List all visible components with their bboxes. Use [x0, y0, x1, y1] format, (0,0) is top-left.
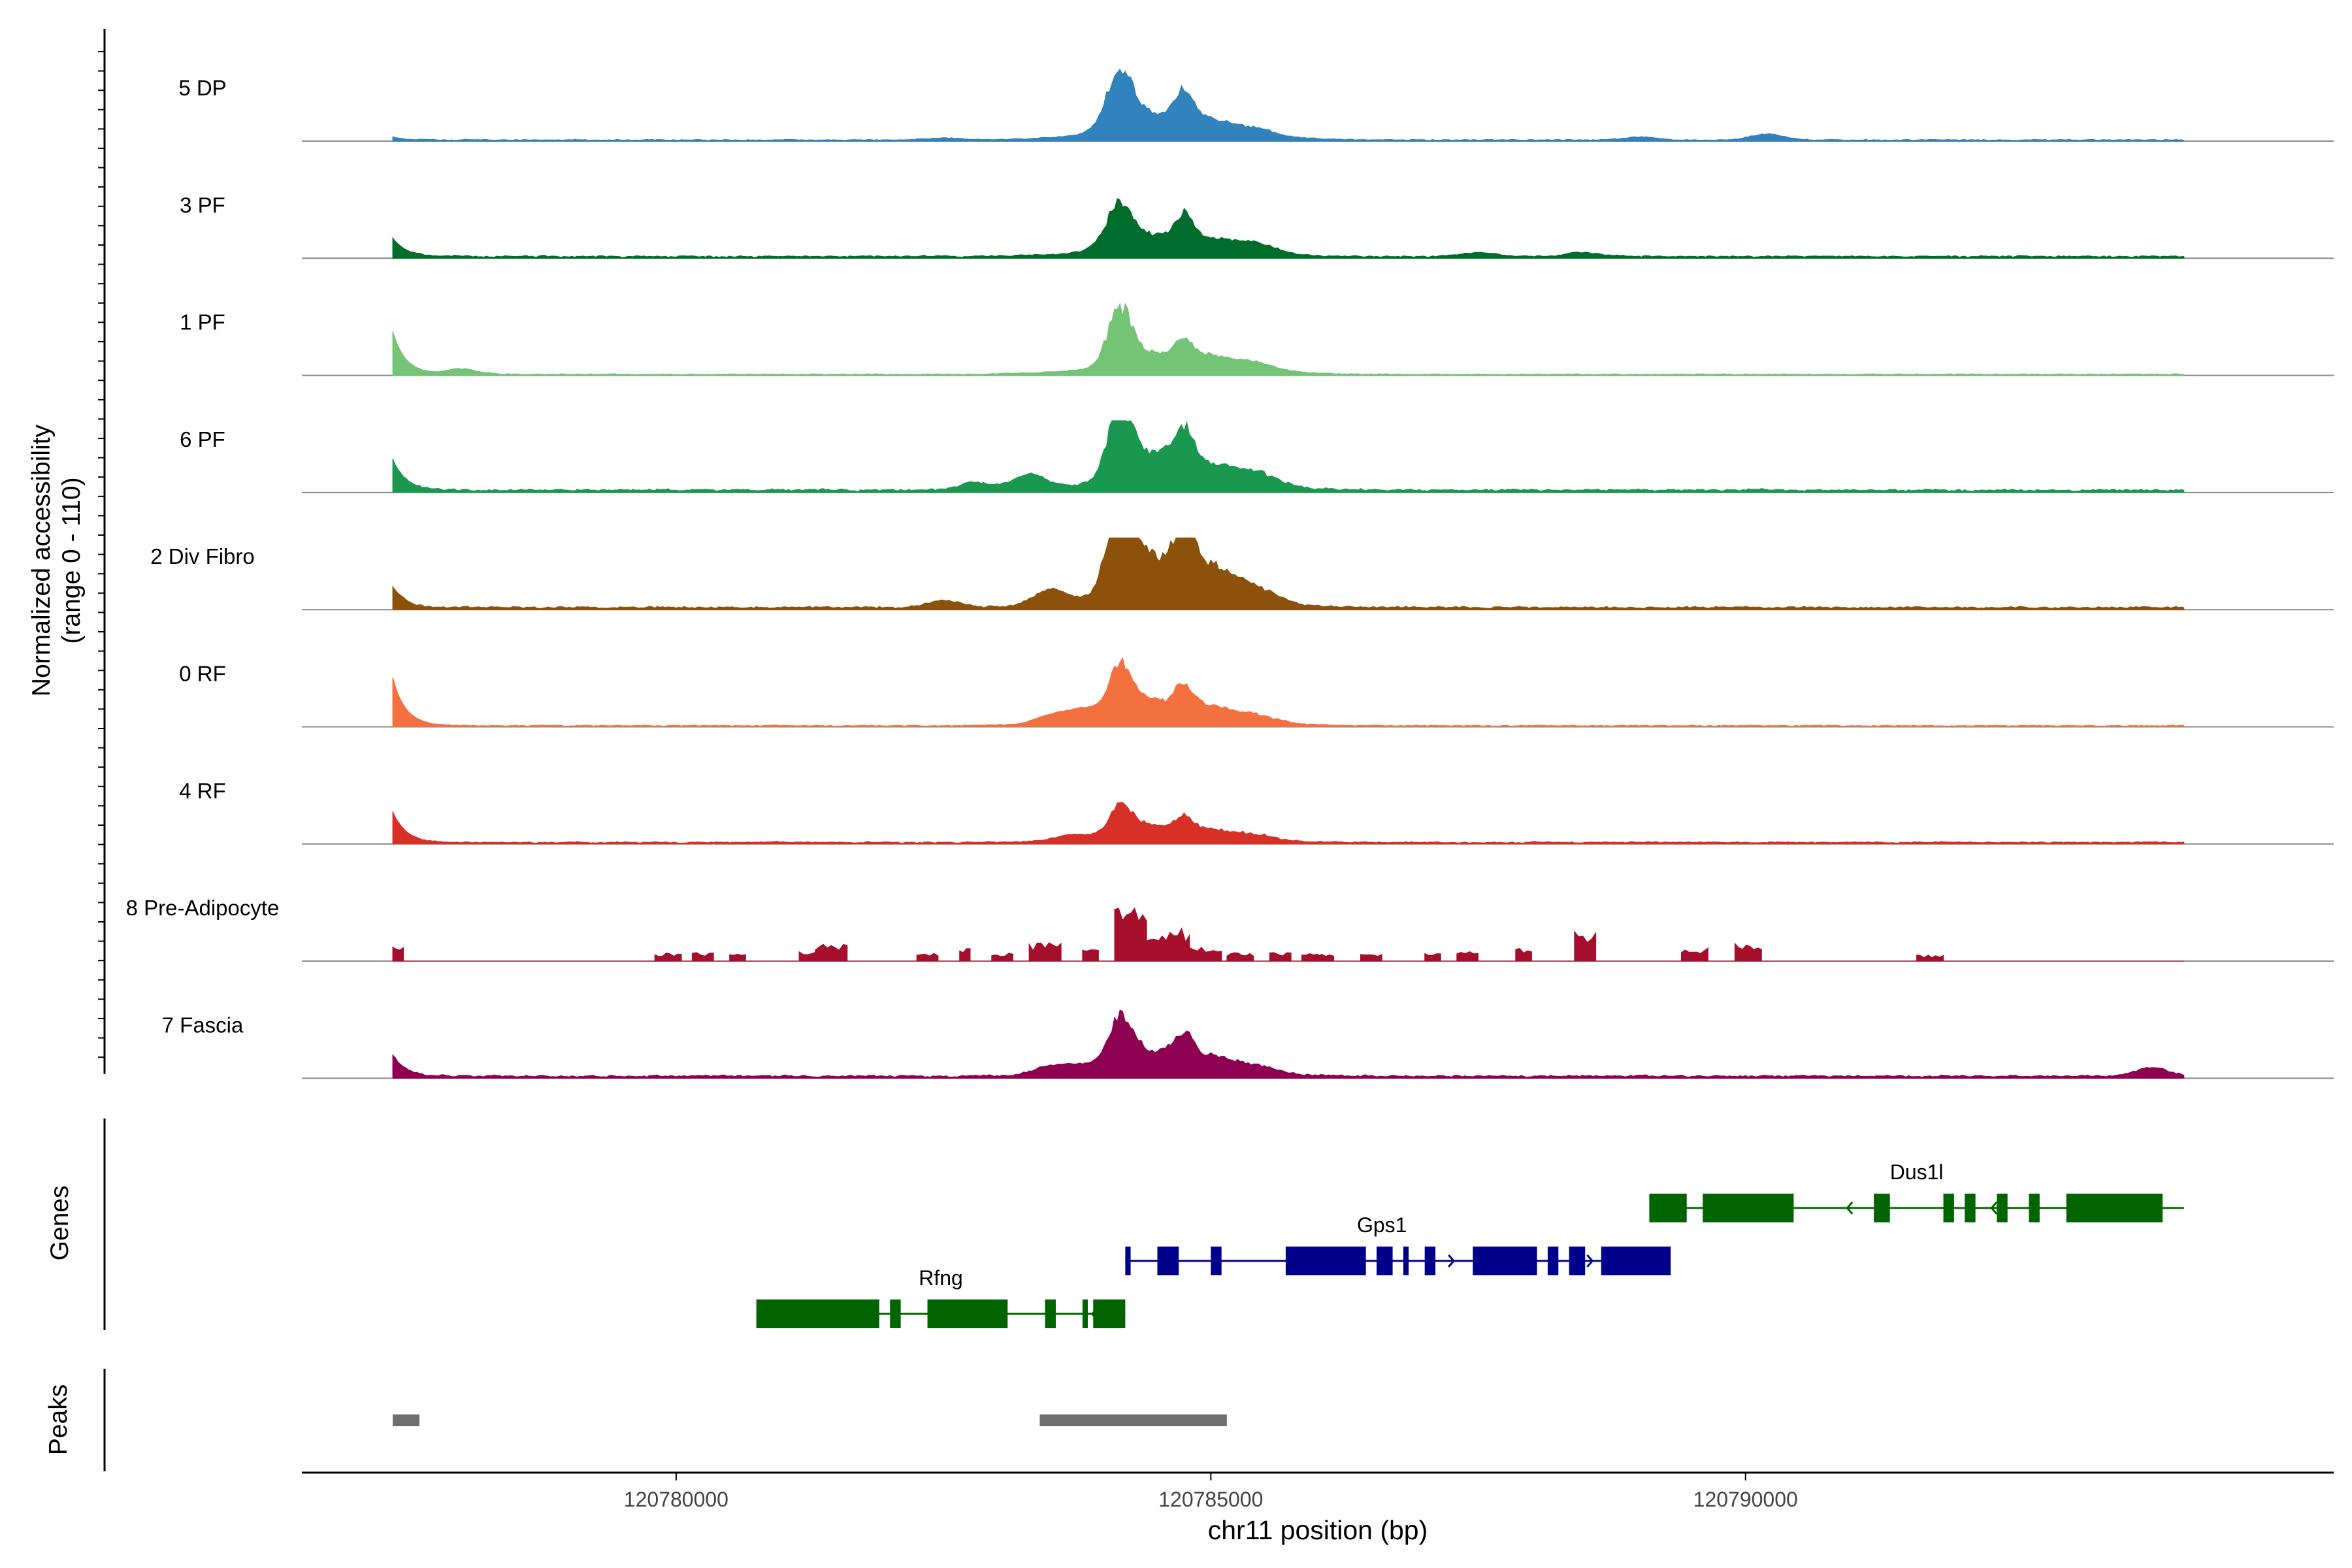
track-7-fascia: 7 Fascia [162, 1009, 2334, 1079]
exon [2066, 1194, 2163, 1222]
exon [1093, 1299, 1126, 1328]
exon [1424, 1247, 1436, 1275]
track-label: 7 Fascia [162, 1013, 244, 1037]
track-label: 0 RF [179, 662, 226, 686]
track-4-rf: 4 RF [179, 779, 2334, 845]
coverage-area [392, 537, 2185, 610]
x-tick-label: 120785000 [1158, 1488, 1263, 1511]
exon [1473, 1247, 1537, 1275]
exon [756, 1299, 879, 1328]
coverage-area [392, 907, 2184, 962]
y-axis-label-line-2: (range 0 - 110) [57, 477, 86, 644]
exon [1943, 1194, 1954, 1222]
exon [1125, 1247, 1131, 1275]
coverage-area [392, 420, 2185, 493]
track-1-pf: 1 PF [180, 302, 2334, 376]
coverage-area [392, 198, 2185, 259]
coverage-area [392, 802, 2185, 845]
x-axis-label: chr11 position (bp) [1208, 1515, 1428, 1545]
track-2-div-fibro: 2 Div Fibro [150, 537, 2334, 611]
exon [1403, 1247, 1409, 1275]
peak-region [1039, 1414, 1227, 1426]
exon [1547, 1247, 1559, 1275]
track-6-pf: 6 PF [180, 420, 2334, 493]
coverage-area [392, 69, 2185, 142]
track-8-pre-adipocyte: 8 Pre-Adipocyte [126, 896, 2334, 962]
exon [1569, 1247, 1586, 1275]
exon [1874, 1194, 1890, 1222]
coverage-tracks: 5 DP 3 PF 1 PF 6 PF 2 Div Fibro 0 RF 4 RF 8 Pre… [126, 69, 2334, 1079]
coverage-area [392, 1009, 2185, 1079]
gene-dus1l: Dus1l [1649, 1160, 2184, 1222]
track-label: 5 DP [178, 76, 226, 100]
track-label: 4 RF [179, 779, 226, 803]
exon [1211, 1247, 1222, 1275]
gene-annotations: Rfng Gps1 Dus1l [756, 1160, 2184, 1328]
track-label: 6 PF [180, 427, 225, 451]
exon [1285, 1247, 1366, 1275]
gene-label: Rfng [919, 1266, 963, 1290]
y-axis-label-line-1: Normalized accessibility [27, 424, 56, 696]
exon [1997, 1194, 2008, 1222]
peaks-panel-label: Peaks [44, 1384, 73, 1455]
gene-gps1: Gps1 [1125, 1213, 1671, 1275]
track-label: 8 Pre-Adipocyte [126, 896, 280, 920]
track-label: 3 PF [180, 193, 225, 217]
x-tick-label: 120790000 [1693, 1488, 1798, 1511]
peak-region [393, 1414, 420, 1426]
gene-label: Dus1l [1890, 1160, 1944, 1184]
genes-panel-label: Genes [46, 1186, 74, 1261]
y-axis [98, 29, 106, 1074]
strand-arrow [1448, 1254, 1456, 1267]
strand-arrow [1846, 1201, 1854, 1215]
track-3-pf: 3 PF [180, 193, 2334, 259]
exon [890, 1299, 901, 1328]
exon [1703, 1194, 1794, 1222]
x-tick-label: 120780000 [624, 1488, 728, 1511]
coverage-area [392, 302, 2185, 376]
track-label: 1 PF [180, 310, 225, 335]
exon [927, 1299, 1008, 1328]
coverage-area [392, 657, 2185, 727]
exon [1045, 1299, 1056, 1328]
gene-rfng: Rfng [756, 1266, 1126, 1328]
strand-arrow [1990, 1201, 1998, 1215]
track-label: 2 Div Fibro [150, 544, 255, 568]
exon [1965, 1194, 1976, 1222]
exon [1082, 1299, 1088, 1328]
track-5-dp: 5 DP [178, 69, 2334, 142]
gene-label: Gps1 [1357, 1213, 1407, 1237]
exon [1649, 1194, 1687, 1222]
strand-arrow [1586, 1254, 1594, 1267]
exon [2029, 1194, 2040, 1222]
peak-regions [393, 1414, 1227, 1426]
exon [1157, 1247, 1179, 1275]
x-axis-ticks: 120780000 120785000 120790000 [624, 1473, 1798, 1511]
exon [1377, 1247, 1393, 1275]
track-0-rf: 0 RF [179, 657, 2334, 728]
exon [1601, 1247, 1671, 1275]
